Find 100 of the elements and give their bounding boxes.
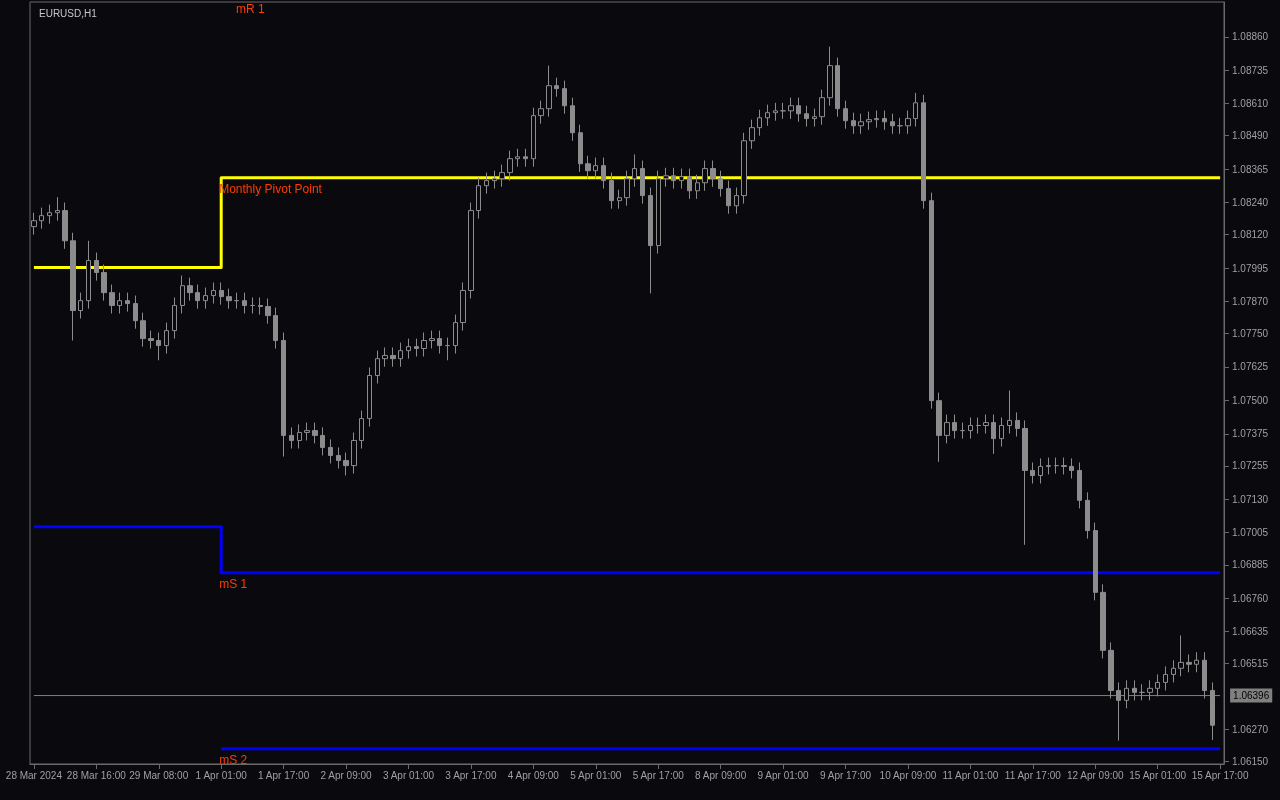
candlestick xyxy=(133,295,138,330)
y-tick-label: 1.08120 xyxy=(1232,229,1269,241)
candlestick xyxy=(320,426,325,456)
candlestick xyxy=(312,422,318,444)
candlestick xyxy=(593,157,598,180)
candlestick xyxy=(39,207,44,230)
x-tick-label: 28 Mar 16:00 xyxy=(66,769,127,781)
candlestick xyxy=(773,102,778,122)
candlestick xyxy=(273,307,278,350)
candlestick xyxy=(492,170,497,190)
y-tick-label: 1.06515 xyxy=(1232,658,1269,670)
candlestick xyxy=(460,281,466,332)
y-tick-label: 1.07995 xyxy=(1232,262,1269,274)
candlestick xyxy=(851,112,856,135)
candlestick xyxy=(585,155,591,180)
candlestick xyxy=(398,342,403,368)
x-tick-label: 15 Apr 17:00 xyxy=(1191,769,1249,781)
candlestick xyxy=(554,77,559,98)
candlestick xyxy=(351,431,357,475)
y-tick-label: 1.06760 xyxy=(1232,592,1269,604)
candlestick xyxy=(1194,651,1199,673)
candlestick xyxy=(944,414,950,444)
candlestick xyxy=(640,160,645,205)
candlestick xyxy=(211,281,216,305)
candlestick xyxy=(538,100,544,125)
candlestick xyxy=(1030,461,1035,485)
candlestick xyxy=(1054,457,1059,475)
candlestick xyxy=(328,438,333,464)
candlestick xyxy=(921,94,926,210)
x-tick-label: 4 Apr 09:00 xyxy=(507,769,560,781)
x-tick-label: 5 Apr 01:00 xyxy=(570,769,622,781)
candlestick xyxy=(1163,665,1168,691)
candlestick xyxy=(609,172,614,210)
candlestick xyxy=(421,331,427,358)
candlestick xyxy=(1093,522,1098,601)
candlestick xyxy=(156,331,161,361)
candlestick xyxy=(203,287,208,310)
candlestick xyxy=(297,423,302,450)
candlestick xyxy=(445,337,450,361)
series-label: mS 1 xyxy=(219,576,248,591)
x-tick-label: 12 Apr 09:00 xyxy=(1066,769,1125,781)
x-tick-label: 9 Apr 17:00 xyxy=(819,769,872,781)
candlestick xyxy=(226,288,232,310)
y-tick-label: 1.08490 xyxy=(1232,130,1269,142)
candlestick xyxy=(1015,411,1020,437)
candlestick xyxy=(125,292,130,313)
candlestick xyxy=(632,153,637,188)
candlestick xyxy=(999,416,1004,448)
candlestick xyxy=(343,452,349,477)
candlestick xyxy=(936,392,942,463)
candlestick xyxy=(819,89,825,126)
candlestick xyxy=(1007,389,1012,435)
candlestick xyxy=(140,312,146,348)
y-tick-label: 1.07500 xyxy=(1232,394,1269,406)
candlestick xyxy=(858,113,864,135)
y-tick-label: 1.07870 xyxy=(1232,295,1269,307)
candlestick xyxy=(265,298,271,325)
candlestick xyxy=(905,110,911,135)
candlestick xyxy=(1077,461,1082,509)
y-tick-label: 1.08365 xyxy=(1232,163,1269,175)
candlestick xyxy=(874,110,879,129)
candlestick xyxy=(78,292,83,320)
y-tick-label: 1.07005 xyxy=(1232,527,1269,539)
candlestick xyxy=(601,157,606,190)
x-tick-label: 9 Apr 01:00 xyxy=(757,769,810,781)
y-tick-label: 1.07255 xyxy=(1232,460,1269,472)
candlestick xyxy=(359,410,364,450)
y-tick-label: 1.08240 xyxy=(1232,197,1269,209)
candlestick xyxy=(1022,419,1028,546)
candlestick xyxy=(734,187,739,215)
candlestick xyxy=(648,187,653,294)
candlestick xyxy=(968,416,973,440)
candlestick xyxy=(148,330,154,350)
y-tick-label: 1.06885 xyxy=(1232,559,1269,571)
candlestick xyxy=(1038,457,1043,485)
candlestick xyxy=(1046,457,1051,475)
candlestick xyxy=(515,148,520,168)
candlestick xyxy=(86,240,91,310)
candlestick xyxy=(47,204,52,225)
candlestick xyxy=(1178,634,1184,677)
candlestick xyxy=(429,330,435,350)
y-tick-label: 1.07625 xyxy=(1232,361,1269,373)
candlestick xyxy=(1171,659,1176,683)
candlestick xyxy=(476,177,481,220)
candlestick xyxy=(843,100,848,130)
x-tick-label: 1 Apr 01:00 xyxy=(195,769,248,781)
candlestick xyxy=(710,160,716,188)
x-tick-label: 28 Mar 2024 xyxy=(5,769,63,781)
candlestick xyxy=(484,172,489,195)
candlestick xyxy=(812,108,817,128)
candlestick xyxy=(195,284,200,310)
candlestick xyxy=(219,281,224,306)
candlestick xyxy=(570,97,575,142)
candlestick xyxy=(453,314,458,355)
text: EURUSD,H1 xyxy=(39,7,98,19)
candlestick xyxy=(499,164,505,188)
candlestick xyxy=(304,422,310,441)
candlestick xyxy=(656,170,661,255)
candlestick xyxy=(281,331,286,458)
candlestick xyxy=(437,330,442,355)
